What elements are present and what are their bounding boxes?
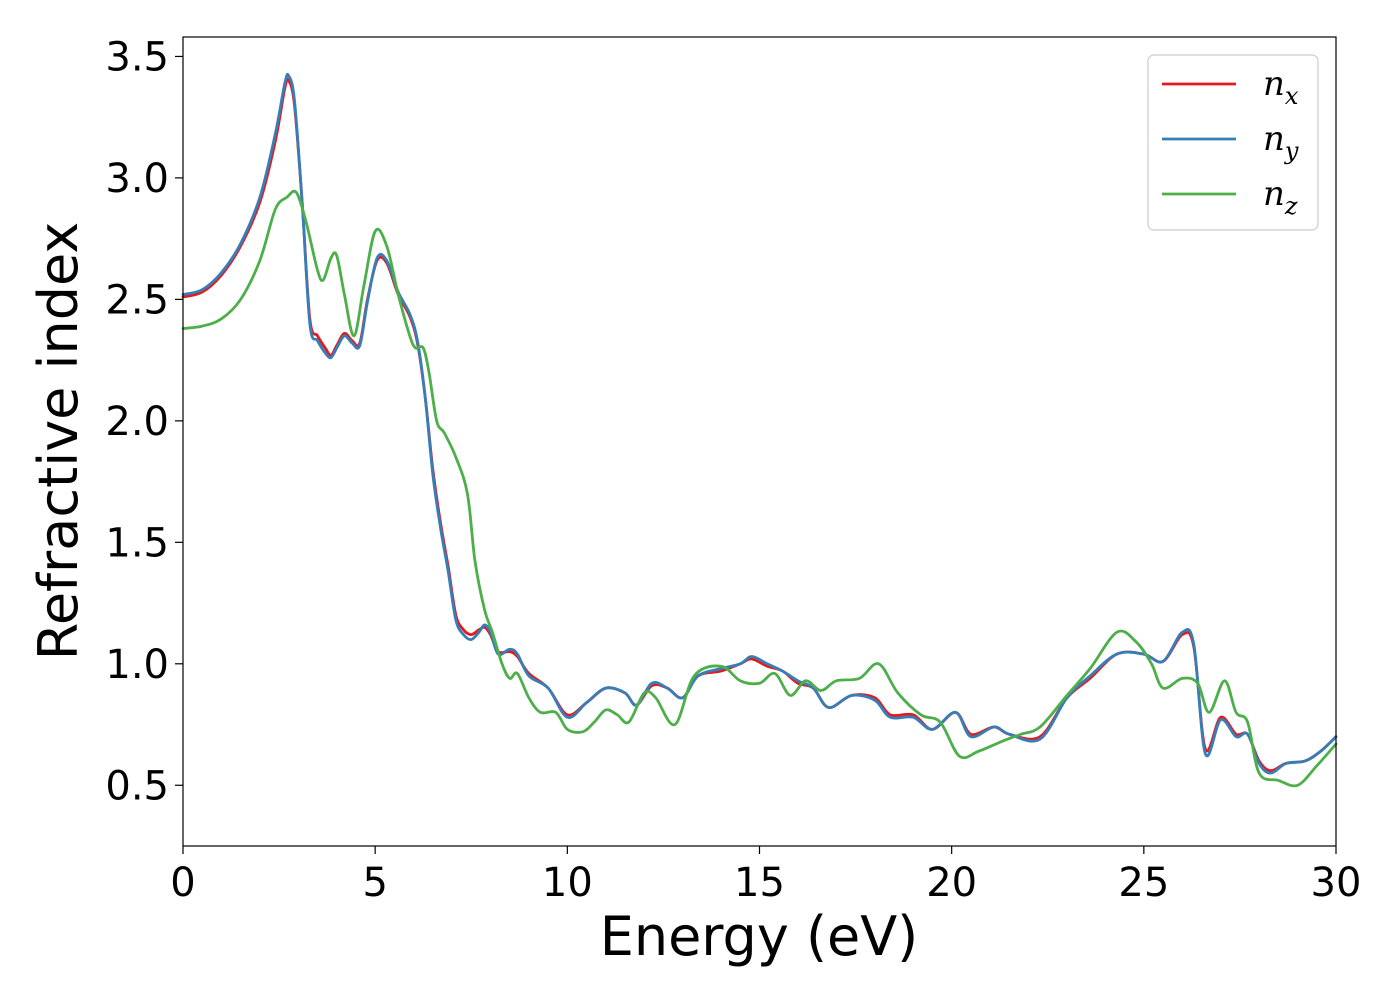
y-tick-label: 3.5 <box>105 34 169 80</box>
x-tick-label: 5 <box>362 860 387 906</box>
legend-label-y: ny <box>1263 119 1299 165</box>
x-tick-label: 25 <box>1118 860 1169 906</box>
y-tick-label: 1.0 <box>105 642 169 688</box>
y-tick-label: 2.0 <box>105 399 169 445</box>
x-axis-title: Energy (eV) <box>600 905 919 968</box>
y-tick-label: 0.5 <box>105 763 169 809</box>
series-layer <box>181 72 1338 788</box>
y-axis: 0.5 1.0 1.5 2.0 2.5 3.0 3.5 <box>105 34 183 809</box>
y-tick-label: 3.0 <box>105 156 169 202</box>
legend-label-z: nz <box>1263 174 1298 220</box>
y-axis-title: Refractive index <box>27 222 90 661</box>
y-tick-label: 2.5 <box>105 277 169 323</box>
legend-label-x: nx <box>1263 64 1299 110</box>
x-tick-label: 15 <box>734 860 785 906</box>
x-axis: 0 5 10 15 20 25 30 <box>170 846 1361 906</box>
series-line-z <box>181 189 1338 788</box>
x-tick-label: 20 <box>926 860 977 906</box>
x-tick-label: 10 <box>542 860 593 906</box>
legend-box <box>1147 54 1319 231</box>
x-tick-label: 30 <box>1311 860 1362 906</box>
x-tick-label: 0 <box>170 860 195 906</box>
series-line-y <box>181 72 1338 775</box>
y-tick-label: 1.5 <box>105 520 169 566</box>
legend: nx ny nz <box>1147 54 1319 231</box>
